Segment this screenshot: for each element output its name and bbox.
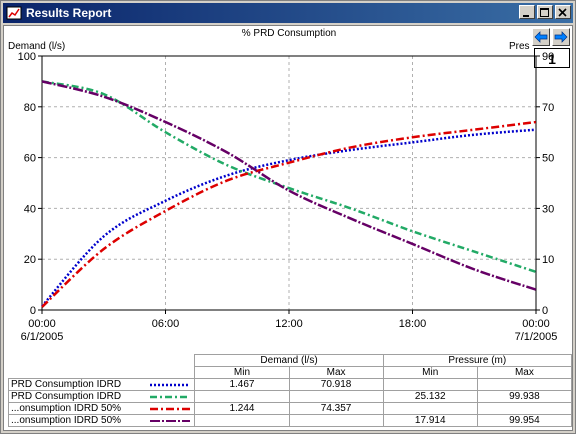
y-axis-label-right: Pres — [509, 41, 530, 52]
y-axis-label-left: Demand (l/s) — [8, 41, 66, 52]
legend-swatch — [150, 407, 191, 411]
demand-min-value — [194, 390, 290, 403]
legend-table: Demand (l/s) Pressure (m) Min Max Min Ma… — [7, 354, 573, 427]
minimize-icon — [523, 15, 529, 17]
x-tick-label: 00:00 — [522, 318, 550, 330]
legend-row: ...onsumption IDRD 50% 1.244 74.357 — [7, 402, 573, 415]
pressure-max-value: 99.954 — [476, 414, 573, 427]
legend-row: ...onsumption IDRD 50% 17.914 99.954 — [7, 414, 573, 427]
y-right-tick-label: 50 — [542, 153, 554, 165]
chart-plot: 0204060801000103050709000:006/1/200506:0… — [18, 51, 558, 343]
demand-min-header: Min — [194, 366, 290, 379]
pressure-min-value: 25.132 — [382, 390, 478, 403]
close-button[interactable] — [555, 5, 571, 19]
window-title: Results Report — [26, 6, 112, 20]
demand-max-header: Max — [288, 366, 384, 379]
legend-label: ...onsumption IDRD 50% — [11, 403, 122, 414]
pressure-min-value — [382, 378, 478, 391]
x-tick-label: 18:00 — [399, 318, 427, 330]
arrow-right-icon — [554, 31, 568, 43]
y-right-tick-label: 0 — [542, 305, 548, 317]
pressure-min-value — [382, 402, 478, 415]
y-tick-label: 20 — [24, 254, 36, 266]
demand-max-value — [288, 390, 384, 403]
page-number: 1 — [534, 48, 570, 68]
title-bar[interactable]: Results Report — [3, 3, 573, 23]
next-page-button[interactable] — [552, 28, 570, 46]
legend-swatch — [150, 420, 191, 422]
legend-label: ...onsumption IDRD 50% — [11, 415, 122, 426]
x-tick-date-label: 7/1/2005 — [515, 331, 558, 343]
x-tick-date-label: 6/1/2005 — [21, 331, 64, 343]
pressure-max-value — [476, 378, 573, 391]
y-right-tick-label: 10 — [542, 254, 554, 266]
demand-min-value: 1.244 — [194, 402, 290, 415]
pressure-min-header: Min — [382, 366, 478, 379]
legend-swatch — [150, 383, 191, 387]
legend-row: PRD Consumption IDRD 25.132 99.938 — [7, 390, 573, 403]
legend-label: PRD Consumption IDRD — [11, 379, 122, 390]
minimize-button[interactable] — [519, 5, 535, 19]
x-tick-label: 00:00 — [28, 318, 56, 330]
report-area: % PRD Consumption Demand (l/s) Pres 1 0 2… — [3, 25, 573, 431]
series-line — [41, 80, 537, 274]
previous-page-button[interactable] — [532, 28, 550, 46]
maximize-button[interactable] — [537, 5, 553, 19]
pressure-max-header: Max — [476, 366, 573, 379]
demand-max-value: 74.357 — [288, 402, 384, 415]
legend-swatch — [150, 395, 191, 399]
x-tick-label: 12:00 — [275, 318, 303, 330]
pressure-max-value: 99.938 — [476, 390, 573, 403]
chart-title: % PRD Consumption — [241, 28, 337, 39]
pressure-max-value — [476, 402, 573, 415]
close-icon — [558, 8, 567, 17]
demand-max-value — [288, 414, 384, 427]
report-app-icon — [6, 6, 22, 20]
series-line — [41, 120, 537, 308]
y-right-tick-label: 90 — [542, 51, 554, 63]
arrow-left-icon — [534, 31, 548, 43]
y-right-tick-label: 70 — [542, 102, 554, 114]
demand-min-value — [194, 414, 290, 427]
maximize-icon — [540, 8, 549, 17]
legend-row: PRD Consumption IDRD 1.467 70.918 — [7, 378, 573, 391]
legend-label: PRD Consumption IDRD — [11, 391, 122, 402]
y-right-tick-label: 30 — [542, 203, 554, 215]
y-tick-label: 100 — [18, 51, 36, 63]
demand-max-value: 70.918 — [288, 378, 384, 391]
pressure-min-value: 17.914 — [382, 414, 478, 427]
demand-min-value: 1.467 — [194, 378, 290, 391]
y-tick-label: 40 — [24, 203, 36, 215]
y-tick-label: 0 — [30, 305, 36, 317]
y-tick-label: 80 — [24, 102, 36, 114]
pressure-group-header: Pressure (m) — [382, 354, 573, 367]
series-line — [41, 80, 537, 291]
x-tick-label: 06:00 — [152, 318, 180, 330]
y-tick-label: 60 — [24, 153, 36, 165]
demand-group-header: Demand (l/s) — [194, 354, 384, 367]
